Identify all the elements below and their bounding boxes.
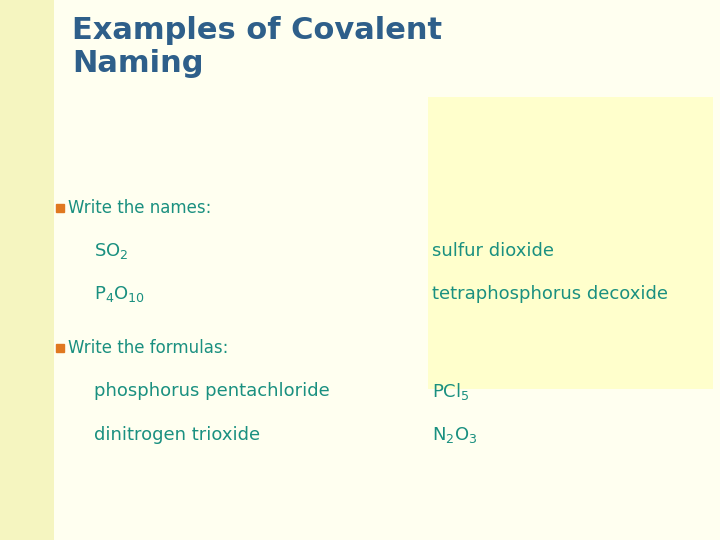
Text: N$_2$O$_3$: N$_2$O$_3$ bbox=[432, 424, 477, 445]
Text: SO$_2$: SO$_2$ bbox=[94, 241, 128, 261]
Text: dinitrogen trioxide: dinitrogen trioxide bbox=[94, 426, 260, 444]
Text: Examples of Covalent
Naming: Examples of Covalent Naming bbox=[72, 16, 442, 78]
Text: PCl$_5$: PCl$_5$ bbox=[432, 381, 469, 402]
Text: phosphorus pentachloride: phosphorus pentachloride bbox=[94, 382, 329, 401]
FancyBboxPatch shape bbox=[428, 97, 713, 389]
Text: sulfur dioxide: sulfur dioxide bbox=[432, 242, 554, 260]
Text: Write the names:: Write the names: bbox=[68, 199, 212, 217]
FancyBboxPatch shape bbox=[0, 0, 54, 540]
Text: tetraphosphorus decoxide: tetraphosphorus decoxide bbox=[432, 285, 668, 303]
Text: Write the formulas:: Write the formulas: bbox=[68, 339, 229, 357]
Text: P$_4$O$_{10}$: P$_4$O$_{10}$ bbox=[94, 284, 145, 305]
